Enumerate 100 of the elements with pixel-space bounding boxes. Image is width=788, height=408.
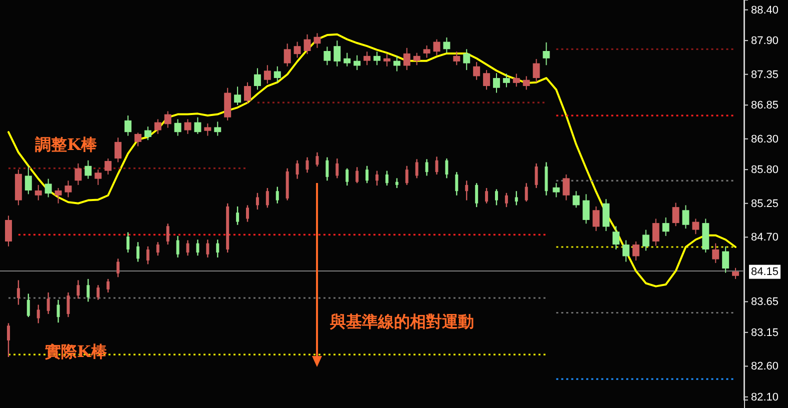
candlestick [682,204,690,230]
candlestick [542,42,550,66]
candlestick [254,68,261,90]
candlestick [194,116,202,134]
candlestick [106,278,110,294]
candlestick [445,158,448,179]
y-tick-label: 88.40 [751,4,779,16]
candlestick [552,182,560,198]
candlestick [176,235,180,258]
candlestick [524,182,528,202]
candlestick [206,239,210,258]
candlestick [104,158,112,175]
candlestick [465,180,468,201]
candlestick [602,198,610,232]
candlestick [493,72,500,94]
candlestick [294,41,301,58]
candlestick [712,242,720,264]
candlestick [66,292,70,318]
candlestick [652,218,660,246]
candlestick [136,241,140,262]
candlestick [316,152,319,168]
y-tick-label: 85.25 [751,198,779,210]
candlestick [36,304,40,324]
candlestick [582,194,590,224]
candlestick [116,258,120,278]
candlestick [304,34,311,55]
candlestick [485,187,488,204]
candlestick [84,160,92,180]
candlestick [306,156,309,174]
candlestick [236,206,240,226]
candlestick [592,206,600,232]
candlestick [405,165,408,186]
candlestick [56,299,60,324]
candlestick [314,32,321,48]
annotation: 與基準線的相對運動 [329,312,474,331]
candlestick [514,190,518,206]
candlestick [425,158,428,176]
candlestick [4,215,12,247]
candlestick [443,36,450,54]
candlestick [166,223,170,246]
candlestick [34,184,42,201]
y-tick-label: 86.30 [751,133,779,146]
y-tick-label: 85.80 [751,164,779,176]
candlestick [722,246,730,274]
candlestick [16,280,20,306]
candlestick [572,190,580,208]
candlestick [672,202,680,227]
candlestick [375,170,378,186]
annotation: 調整K棒 [35,135,98,154]
candlestick [6,322,10,358]
candlestick [463,48,470,71]
y-tick-label: 83.15 [751,326,779,339]
candlestick [393,55,400,72]
candlestick [174,118,182,136]
y-tick-label: 83.65 [751,296,779,308]
candlestick [562,174,570,201]
candlestick [475,182,478,208]
candlestick [483,70,490,90]
y-tick-label: 86.85 [751,100,779,112]
y-tick-label: 87.90 [751,35,779,48]
candlestick [264,64,271,84]
candlestick [196,239,200,256]
candlestick [156,241,160,256]
candlestick [383,54,390,67]
candlestick [455,171,458,196]
candlestick [266,187,269,208]
candlestick [502,73,510,88]
candlestick [26,293,30,318]
candlestick [144,126,152,141]
candlestick [346,168,349,186]
candlestick [373,51,380,66]
y-tick-label: 82.60 [751,360,779,373]
candlestick [326,156,329,182]
y-tick-label: 82.10 [751,391,779,404]
candlestick [96,284,100,300]
candlestick [522,76,530,90]
candlestick [423,44,430,58]
candlestick [234,86,242,106]
candlestick [473,62,480,80]
candlestick [126,232,130,254]
candlestick [296,160,299,180]
candlestick [46,292,50,315]
candlestick [453,51,460,66]
candlestick [44,178,52,198]
candlestick [124,115,132,136]
candlestick [244,82,251,104]
candlestick [134,132,142,147]
candlestick [86,278,90,302]
line-series [7,33,737,288]
y-tick-label: 84.70 [751,232,779,244]
candlestick [364,51,371,66]
candlestick [276,186,279,204]
candlestick [204,123,212,136]
candlestick [214,121,222,136]
candlestick [94,169,102,186]
candlestick [74,162,82,186]
candlestick [403,47,410,71]
candlestick [256,192,259,210]
candlestick [54,188,62,204]
candlestick [284,43,291,67]
